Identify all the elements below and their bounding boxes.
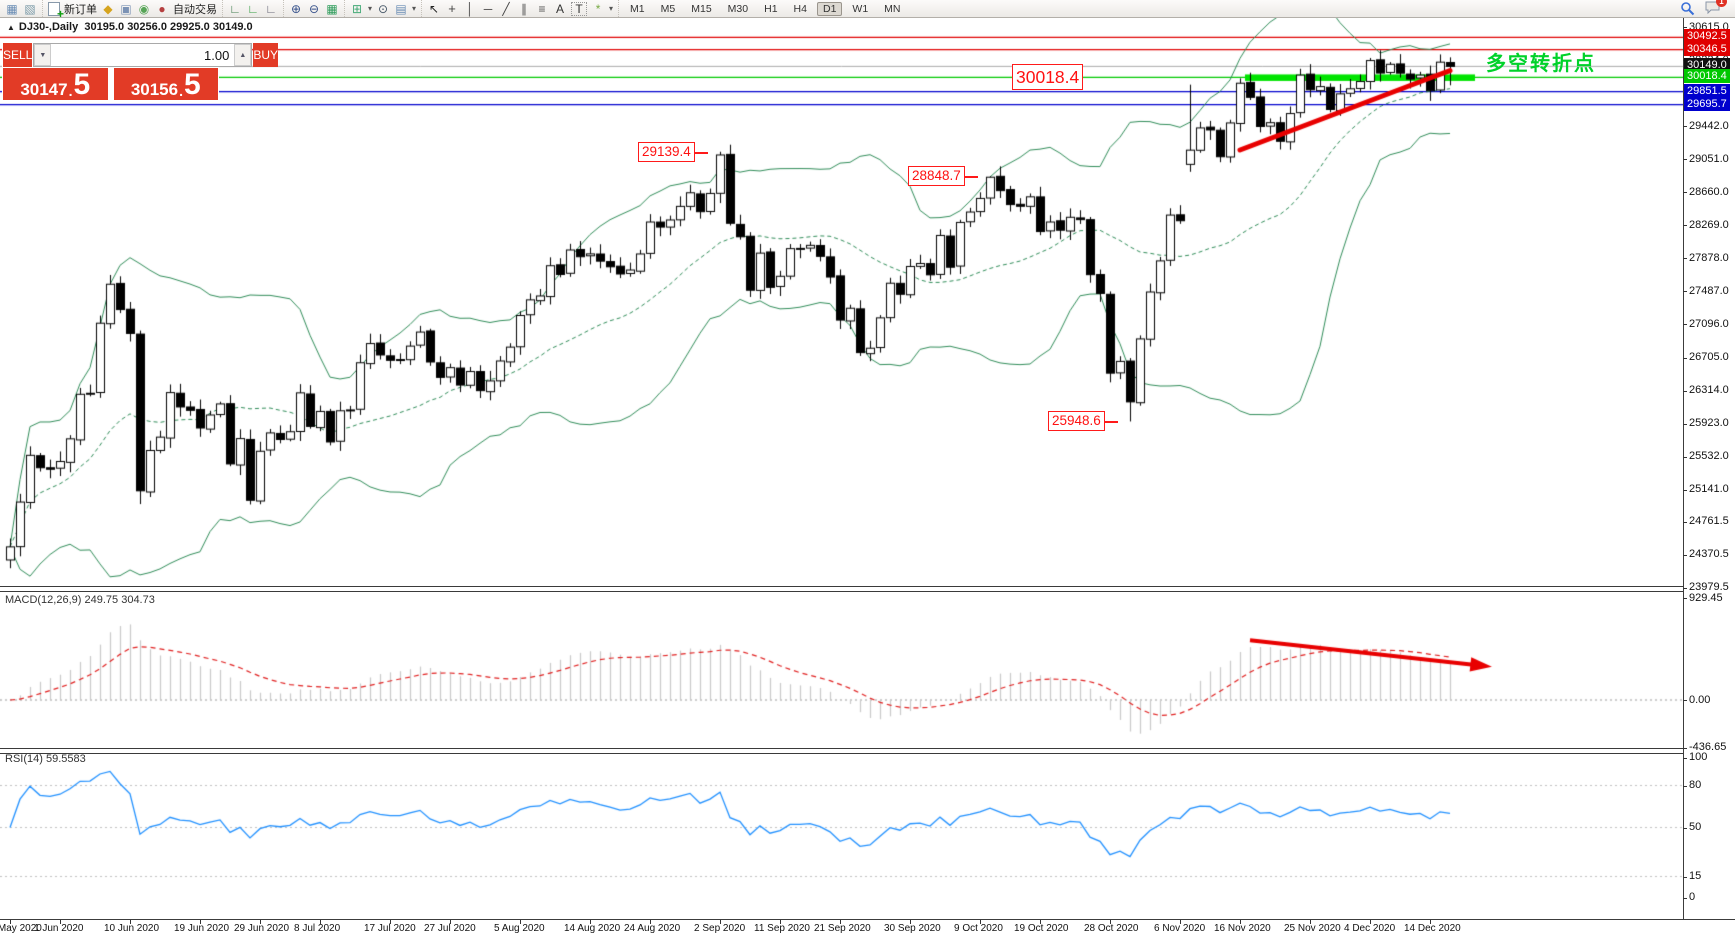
arrows-icon[interactable]: * xyxy=(595,1,601,16)
timeframe-m5-button[interactable]: M5 xyxy=(660,2,676,15)
fibonacci-icon[interactable]: ≡ xyxy=(538,1,546,16)
macd-signal-value: 304.73 xyxy=(121,594,155,606)
zoom-in-icon[interactable]: ⊕ xyxy=(290,1,302,16)
cursor-icon[interactable]: ↖ xyxy=(429,1,440,16)
notification-badge: 1 xyxy=(1716,0,1727,7)
chart-autoscroll-icon[interactable]: ∟ xyxy=(247,1,259,16)
terminal-icon[interactable]: ▣ xyxy=(120,1,132,16)
crosshair-icon[interactable]: + xyxy=(448,1,456,16)
new-order-label[interactable]: 新订单 xyxy=(64,3,97,16)
macd-window-separator[interactable] xyxy=(0,586,1683,592)
rsi-window-separator[interactable] xyxy=(0,748,1683,754)
rsi-indicator-label: RSI(14) 59.5583 xyxy=(5,753,86,765)
price-annotation[interactable]: 30018.4 xyxy=(1012,64,1084,91)
buy-price-button[interactable]: 30156 . 5 xyxy=(113,68,218,102)
turning-point-note[interactable]: 多空转折点 xyxy=(1486,53,1596,75)
clock-icon[interactable]: ⊙ xyxy=(377,1,389,16)
profiles-icon[interactable]: ▤ xyxy=(395,1,407,16)
ohlc-close: 30149.0 xyxy=(212,21,253,33)
text-label-icon[interactable]: T xyxy=(571,1,588,16)
timeframe-h4-button[interactable]: H4 xyxy=(793,2,807,15)
vertical-line-icon[interactable]: │ xyxy=(466,1,474,16)
autotrade-label[interactable]: 自动交易 xyxy=(173,3,217,16)
buy-price-point: . xyxy=(179,83,183,99)
date-axis[interactable] xyxy=(0,919,1735,937)
sell-price-pips: 5 xyxy=(73,68,91,102)
chart-symbol: DJ30-,Daily xyxy=(18,21,79,33)
ohlc-low: 29925.0 xyxy=(170,21,210,33)
toolbar-group-windows: ⊞ ▾ ⊙ ▤ ▾ xyxy=(344,0,421,17)
toolbar-group-tools: ↖ + │ ─ ╱ ∥ ≡ A T * ▾ xyxy=(421,0,618,17)
timeframe-m15-button[interactable]: M15 xyxy=(691,2,712,15)
macd-indicator-label: MACD(12,26,9) 249.75 304.73 xyxy=(5,594,155,606)
ohlc-open: 30195.0 xyxy=(84,21,125,33)
styles-bucket-icon[interactable]: ◆ xyxy=(103,1,113,16)
tile-windows-icon[interactable]: ▦ xyxy=(326,1,338,16)
channel-icon[interactable]: ∥ xyxy=(521,1,528,16)
text-icon[interactable]: A xyxy=(556,1,565,16)
chart-shift-icon[interactable]: ∟ xyxy=(229,1,241,16)
chart-list-icon[interactable]: ▦ xyxy=(6,1,18,16)
price-annotation[interactable]: 28848.7 xyxy=(908,166,978,187)
chart-ohlc-header: ▲ DJ30-,Daily 30195.0 30256.0 29925.0 301… xyxy=(7,21,253,33)
trendline-icon[interactable]: ╱ xyxy=(502,1,510,16)
signal-icon[interactable]: ◉ xyxy=(138,1,150,16)
sell-price-main: 30147 xyxy=(20,80,68,99)
volume-input[interactable] xyxy=(51,44,235,66)
rsi-name: RSI(14) xyxy=(5,753,43,765)
timeframe-m30-button[interactable]: M30 xyxy=(727,2,749,15)
autotrade-icon[interactable]: ● xyxy=(158,1,166,16)
volume-increase-button[interactable]: ▲ xyxy=(234,44,252,66)
toolbar-group-chart-shift: ∟ ∟ ∟ xyxy=(222,0,283,17)
rsi-value: 59.5583 xyxy=(45,753,86,765)
search-icon[interactable] xyxy=(1680,1,1695,16)
volume-stepper: ▼ ▲ xyxy=(33,43,253,67)
zoom-window-icon[interactable]: ▧ xyxy=(24,1,36,16)
sell-price-button[interactable]: 30147 . 5 xyxy=(3,68,108,100)
collapse-icon[interactable]: ▲ xyxy=(7,23,15,32)
toolbar-group-timeframes: M1 M5 M15 M30 H1 H4 D1 W1 MN xyxy=(618,0,911,17)
macd-name: MACD(12,26,9) xyxy=(5,594,82,606)
toolbar-group-zoom: ⊕ ⊖ ▦ xyxy=(283,0,344,17)
ohlc-high: 30256.0 xyxy=(127,21,167,33)
buy-price-main: 30156 xyxy=(130,80,179,99)
timeframe-mn-button[interactable]: MN xyxy=(884,2,901,15)
main-toolbar: ▦ ▧ + 新订单 ◆ ▣ ◉ ● 自动交易 ∟ ∟ ∟ ⊕ ⊖ ▦ ⊞ ▾ ⊙… xyxy=(0,0,1735,21)
toolbar-group-charts: ▦ ▧ xyxy=(0,0,42,17)
price-annotation[interactable]: 29139.4 xyxy=(638,141,708,162)
chevron-down-icon[interactable]: ▾ xyxy=(368,4,373,13)
chevron-down-icon[interactable]: ▾ xyxy=(609,4,614,13)
sell-price-point: . xyxy=(68,83,73,99)
toolbar-group-order: + 新订单 ◆ ▣ ◉ ● 自动交易 xyxy=(42,0,222,21)
price-axis[interactable] xyxy=(1683,18,1735,920)
buy-button[interactable]: BUY xyxy=(253,43,279,67)
buy-price-pips: 5 xyxy=(183,68,201,102)
chart-shift-end-icon[interactable]: ∟ xyxy=(265,1,277,16)
timeframe-d1-button[interactable]: D1 xyxy=(816,1,843,16)
macd-histogram-value: 249.75 xyxy=(84,594,119,606)
chevron-down-icon[interactable]: ▾ xyxy=(412,4,417,13)
timeframe-w1-button[interactable]: W1 xyxy=(852,2,869,15)
timeframe-m1-button[interactable]: M1 xyxy=(630,2,645,15)
sell-button[interactable]: SELL xyxy=(3,43,33,67)
price-annotation[interactable]: 25948.6 xyxy=(1048,411,1118,432)
plus-icon: + xyxy=(56,6,64,21)
new-chart-icon[interactable]: ⊞ xyxy=(351,1,363,16)
horizontal-line-icon[interactable]: ─ xyxy=(483,1,493,16)
volume-decrease-button[interactable]: ▼ xyxy=(34,44,52,66)
timeframe-h1-button[interactable]: H1 xyxy=(764,2,778,15)
new-order-icon[interactable]: + xyxy=(48,1,64,21)
zoom-out-icon[interactable]: ⊖ xyxy=(308,1,320,16)
one-click-trading-panel: SELL ▼ ▲ BUY 30147 . 5 30156 . 5 xyxy=(2,42,279,102)
toolbar-right: 1 xyxy=(1680,0,1735,17)
price-chart-canvas[interactable] xyxy=(0,18,1683,920)
chat-icon[interactable]: 1 xyxy=(1705,0,1727,17)
